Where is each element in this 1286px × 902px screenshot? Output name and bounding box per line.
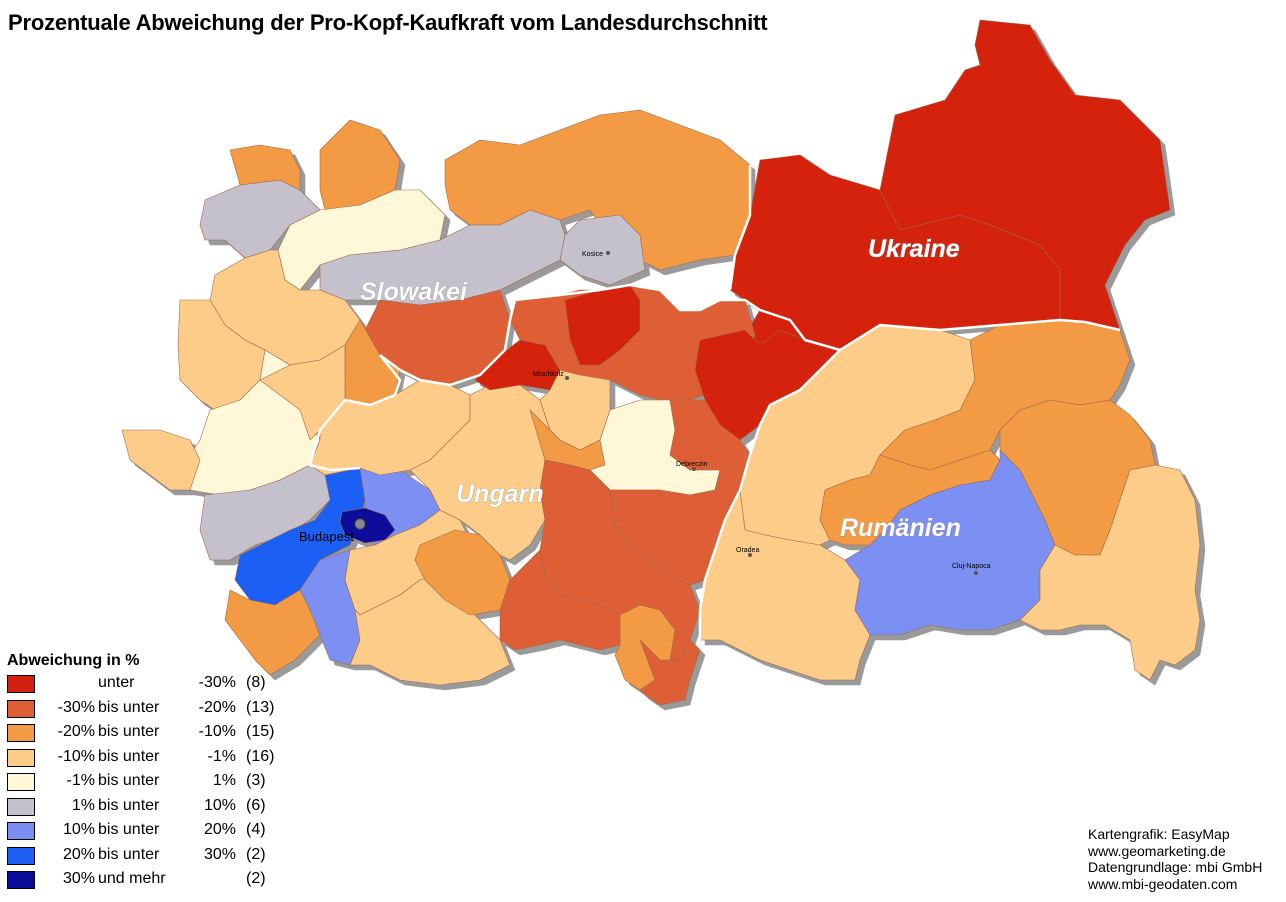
city-markers — [565, 251, 978, 575]
legend-from: 20% — [62, 845, 95, 863]
credits: Kartengrafik: EasyMap www.geomarketing.d… — [1088, 826, 1262, 892]
legend-count: (2) — [246, 845, 266, 863]
legend-rows: unter -30% (8) -30% bis unter -20% (13) -20% bis… — [7, 674, 287, 895]
country-label-ungarn: Ungarn — [456, 480, 544, 508]
legend-count: (2) — [246, 870, 266, 887]
legend-count: (6) — [246, 796, 266, 814]
legend-relation: bis unter — [98, 772, 160, 789]
city-marker-mischkolz — [565, 376, 569, 380]
region-sk-7 — [319, 209, 566, 306]
legend-to: 30% — [203, 845, 236, 863]
legend-row: -10% bis unter -1% (16) — [7, 748, 287, 773]
legend-count: (8) — [246, 674, 266, 691]
city-label-kosice: Kosice — [582, 251, 603, 258]
region-ro-7 — [1019, 464, 1201, 681]
legend-count: (13) — [246, 698, 275, 716]
legend-relation: bis unter — [98, 845, 160, 863]
legend-to: -20% — [198, 698, 236, 716]
legend-swatch — [7, 748, 35, 767]
legend-swatch — [7, 822, 35, 840]
legend-row: 20% bis unter 30% (2) — [7, 846, 287, 871]
city-marker-kosice — [606, 251, 610, 255]
country-label-rumaenien: Rumänien — [840, 514, 961, 542]
city-label-budapest: Budapest — [299, 529, 354, 544]
national-borders — [308, 165, 1121, 640]
legend-to: 10% — [203, 796, 236, 814]
legend-swatch — [7, 699, 35, 718]
legend-from: -1% — [66, 772, 95, 789]
legend-from: -20% — [57, 723, 95, 740]
legend-relation: bis unter — [98, 698, 160, 716]
legend-from: 30% — [62, 870, 95, 887]
city-label-debreczin: Debreczin — [676, 461, 708, 468]
region-hu-6 — [224, 589, 321, 676]
legend-row: -30% bis unter -20% (13) — [7, 699, 287, 724]
legend-relation: bis unter — [98, 821, 160, 838]
map-title: Prozentuale Abweichung der Pro-Kopf-Kauf… — [8, 10, 768, 35]
city-label-mischkolz: Mischkolz — [533, 371, 564, 378]
legend-swatch — [7, 675, 35, 693]
legend-swatch — [7, 846, 35, 865]
legend-relation: unter — [98, 674, 135, 691]
legend-count: (16) — [246, 747, 275, 765]
legend-relation: bis unter — [98, 796, 160, 814]
legend-count: (15) — [246, 723, 275, 740]
legend-relation: bis unter — [98, 747, 160, 765]
credit-line: Kartengrafik: EasyMap — [1088, 826, 1230, 842]
legend-from: -10% — [57, 747, 95, 765]
legend-from: -30% — [57, 698, 95, 716]
legend-count: (4) — [246, 821, 266, 838]
legend-to: 1% — [212, 772, 236, 789]
legend-row: 30% und mehr (2) — [7, 870, 287, 895]
region-sk-2 — [229, 144, 301, 191]
legend-from: 1% — [71, 796, 95, 814]
region-sk-14 — [121, 429, 201, 491]
credit-line: Datengrundlage: mbi GmbH — [1088, 859, 1263, 875]
budapest-marker — [354, 518, 366, 530]
legend-count: (3) — [246, 772, 266, 789]
legend-from: 10% — [62, 821, 95, 838]
legend-to: -1% — [207, 747, 236, 765]
region-hu-21 — [499, 549, 621, 651]
credit-line: www.mbi-geodaten.com — [1088, 875, 1238, 892]
city-marker-oradea — [748, 553, 752, 557]
map-regions — [121, 19, 1201, 706]
legend-to: 20% — [203, 821, 236, 838]
region-hu-1 — [199, 464, 331, 561]
legend-row: 10% bis unter 20% (4) — [7, 821, 287, 846]
country-label-ukraine: Ukraine — [868, 235, 960, 263]
credit-line: www.geomarketing.de — [1088, 842, 1226, 859]
legend-relation: und mehr — [98, 870, 166, 887]
legend-swatch — [7, 773, 35, 791]
legend-swatch — [7, 797, 35, 816]
city-label-oradea: Oradea — [736, 547, 759, 554]
city-marker-cluj — [974, 571, 978, 575]
legend-swatch — [7, 871, 35, 889]
legend: Abweichung in % unter -30% (8) -30% bis unte… — [7, 652, 287, 895]
legend-row: 1% bis unter 10% (6) — [7, 797, 287, 822]
city-marker-debreczin — [692, 467, 696, 471]
legend-swatch — [7, 724, 35, 742]
legend-relation: bis unter — [98, 723, 160, 740]
legend-to: -10% — [198, 723, 236, 740]
legend-row: -20% bis unter -10% (15) — [7, 723, 287, 748]
city-label-cluj: Cluj-Napoca — [952, 563, 991, 570]
legend-title: Abweichung in % — [7, 652, 140, 669]
region-hu-23 — [639, 639, 701, 706]
legend-to: -30% — [198, 674, 236, 691]
legend-row: -1% bis unter 1% (3) — [7, 772, 287, 797]
legend-row: unter -30% (8) — [7, 674, 287, 699]
country-label-slowakei: Slowakei — [360, 278, 468, 306]
